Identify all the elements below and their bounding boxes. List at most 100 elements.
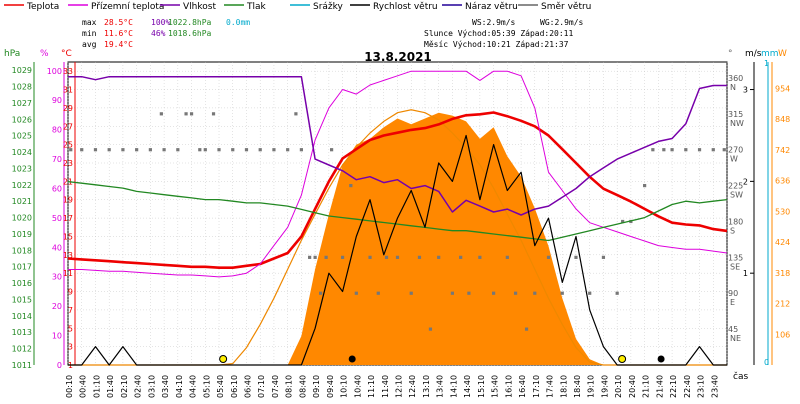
direction-point — [560, 291, 564, 295]
axis-tick-dir: 360 — [728, 74, 743, 83]
direction-point — [588, 291, 592, 295]
axis-tick-hpa: 1023 — [12, 164, 32, 173]
axis-tick-dir: 225 — [728, 182, 743, 191]
direction-point — [217, 148, 221, 152]
series-line-tlak — [67, 180, 728, 242]
sunrise-marker — [219, 355, 228, 363]
axis-unit-ms: m/s — [745, 49, 762, 59]
x-tick-label: 02:10 — [120, 375, 129, 398]
legend-label: Vlhkost — [183, 2, 216, 12]
direction-point — [354, 291, 358, 295]
direction-point — [368, 255, 372, 259]
x-tick-label: 16:40 — [518, 375, 527, 398]
axis-tick-hpa: 1025 — [12, 132, 32, 141]
axes: hPa1011101210131014101510161017101810191… — [4, 49, 790, 398]
x-tick-label: 01:40 — [106, 375, 115, 398]
x-tick-label: 22:40 — [683, 375, 692, 398]
axis-tick-dir: 135 — [728, 253, 743, 262]
legend-label: Teplota — [26, 2, 59, 12]
axis-tick-hpa: 1016 — [12, 279, 32, 288]
x-tick-label: 15:40 — [491, 375, 500, 398]
axis-tick-degc: 5 — [68, 324, 73, 333]
direction-point — [428, 327, 433, 331]
x-tick-label: 03:10 — [147, 375, 156, 398]
direction-point — [159, 112, 163, 116]
x-tick-label: 01:10 — [92, 375, 101, 398]
axis-tick-hpa: 1022 — [12, 181, 32, 190]
axis-tick-hpa: 1027 — [12, 99, 32, 108]
axis-tick-degc: 7 — [68, 306, 73, 315]
direction-point — [272, 148, 276, 152]
axis-tick-pct: 80 — [52, 126, 62, 135]
x-tick-label: 21:10 — [642, 375, 651, 398]
axis-tick-wm2: 954 — [775, 84, 790, 93]
axis-tick-wm2: 212 — [775, 300, 790, 309]
x-tick-label: 13:10 — [422, 375, 431, 398]
legend: Teplota Přízemní teplota Vlhkost Tlak Srážky… — [4, 2, 591, 12]
axis-tick-hpa: 1015 — [12, 295, 32, 304]
direction-point — [294, 112, 298, 116]
x-tick-label: 20:10 — [614, 375, 623, 398]
direction-point — [313, 255, 317, 259]
direction-point — [684, 148, 688, 152]
direction-point — [651, 148, 655, 152]
x-tick-label: 04:40 — [189, 375, 198, 398]
axis-tick-pct: 20 — [52, 302, 62, 311]
series-line-vlhkost — [68, 75, 727, 216]
direction-point — [697, 148, 702, 152]
direction-point — [546, 255, 551, 259]
direction-point — [176, 148, 180, 152]
axis-unit-pct: % — [40, 49, 49, 59]
x-tick-label: 12:40 — [408, 375, 417, 398]
chart-title: 13.8.2021 — [364, 50, 432, 64]
axis-unit-degc: °C — [61, 49, 72, 59]
sunset-marker — [618, 355, 627, 363]
series-line-teplota — [67, 111, 728, 270]
stats-pressure: 1022.8hPa — [168, 18, 212, 27]
stats-rain: 0.0mm — [226, 18, 250, 27]
direction-point — [107, 148, 111, 152]
axis-unit-hpa: hPa — [4, 49, 20, 59]
axis-tick-degc: 27 — [63, 122, 73, 131]
moonset-marker — [657, 355, 665, 363]
stats-label: max — [82, 18, 97, 27]
direction-point — [533, 291, 537, 295]
direction-point — [437, 255, 441, 259]
x-tick-label: 04:10 — [175, 375, 184, 398]
axis-tick-degc: 13 — [63, 251, 73, 260]
axis-tick-wm2: 636 — [775, 177, 790, 186]
series-line-rychlost-v-tru — [68, 134, 727, 366]
axis-tick-degc: 11 — [63, 269, 73, 278]
direction-point — [621, 219, 625, 224]
x-tick-label: 23:40 — [710, 375, 719, 398]
axis-tick-hpa: 1026 — [12, 115, 32, 124]
x-tick-label: 18:10 — [559, 375, 568, 398]
x-tick-label: 22:10 — [669, 375, 678, 398]
direction-point — [308, 255, 312, 259]
x-tick-label: 17:10 — [532, 375, 541, 398]
axis-tick-pct: 40 — [52, 243, 62, 252]
direction-point — [601, 255, 606, 259]
axis-tick-hpa: 1020 — [12, 214, 32, 223]
direction-point — [135, 148, 139, 152]
axis-unit-mm: mm — [761, 49, 779, 59]
info-wind-speed: WS:2.9m/s — [472, 18, 516, 27]
direction-point — [258, 148, 262, 152]
direction-point — [615, 291, 619, 295]
direction-point — [467, 291, 471, 295]
axis-tick-dir: 315 — [728, 110, 743, 119]
axis-tick-pct: 50 — [52, 214, 62, 223]
axis-tick-hpa: 1018 — [12, 246, 32, 255]
direction-point — [330, 148, 334, 152]
info-panel: WS:2.9m/s WG:2.9m/s Slunce Východ:05:39 Zá… — [424, 18, 584, 49]
x-tick-label: 12:10 — [395, 375, 404, 398]
legend-label: Tlak — [246, 2, 267, 12]
axis-unit-dir: ° — [728, 49, 733, 59]
x-tick-label: 19:10 — [587, 375, 596, 398]
direction-point — [324, 255, 328, 259]
x-tick-label: 02:40 — [134, 375, 143, 398]
direction-point — [244, 148, 249, 152]
axis-tick-dir-name: SE — [730, 262, 740, 271]
direction-point — [349, 183, 353, 188]
